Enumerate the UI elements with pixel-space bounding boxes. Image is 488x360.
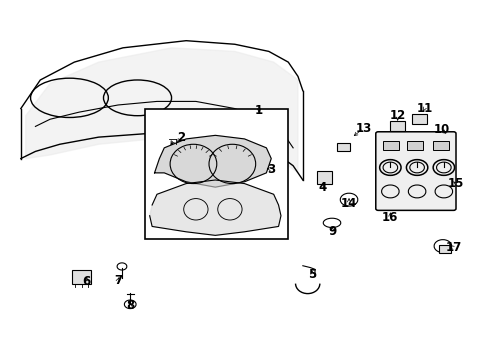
Text: 4: 4 [318, 181, 326, 194]
Polygon shape [154, 135, 271, 187]
Polygon shape [26, 48, 297, 173]
Text: 13: 13 [355, 122, 371, 135]
Bar [389, 121, 404, 131]
Bar [317, 171, 331, 184]
Text: 3: 3 [266, 163, 275, 176]
Text: 5: 5 [308, 268, 316, 281]
Bar [407, 141, 422, 150]
Text: 17: 17 [445, 241, 461, 255]
Text: 8: 8 [126, 299, 134, 312]
Bar [336, 143, 350, 151]
Text: 10: 10 [432, 123, 448, 136]
Text: 6: 6 [82, 275, 90, 288]
Bar [411, 113, 426, 123]
Bar [382, 141, 398, 150]
Text: 2: 2 [177, 131, 185, 144]
Text: 12: 12 [389, 109, 405, 122]
Polygon shape [149, 180, 281, 235]
Bar [432, 141, 448, 150]
Bar [72, 270, 91, 284]
Text: 16: 16 [382, 211, 398, 224]
Text: 7: 7 [114, 274, 122, 287]
Text: 14: 14 [340, 197, 357, 210]
FancyBboxPatch shape [375, 132, 455, 210]
Text: 15: 15 [447, 177, 463, 190]
Text: 1: 1 [255, 104, 263, 117]
Bar [438, 245, 450, 253]
Text: 9: 9 [327, 225, 335, 238]
Bar [144, 109, 287, 239]
Text: 11: 11 [415, 102, 432, 115]
